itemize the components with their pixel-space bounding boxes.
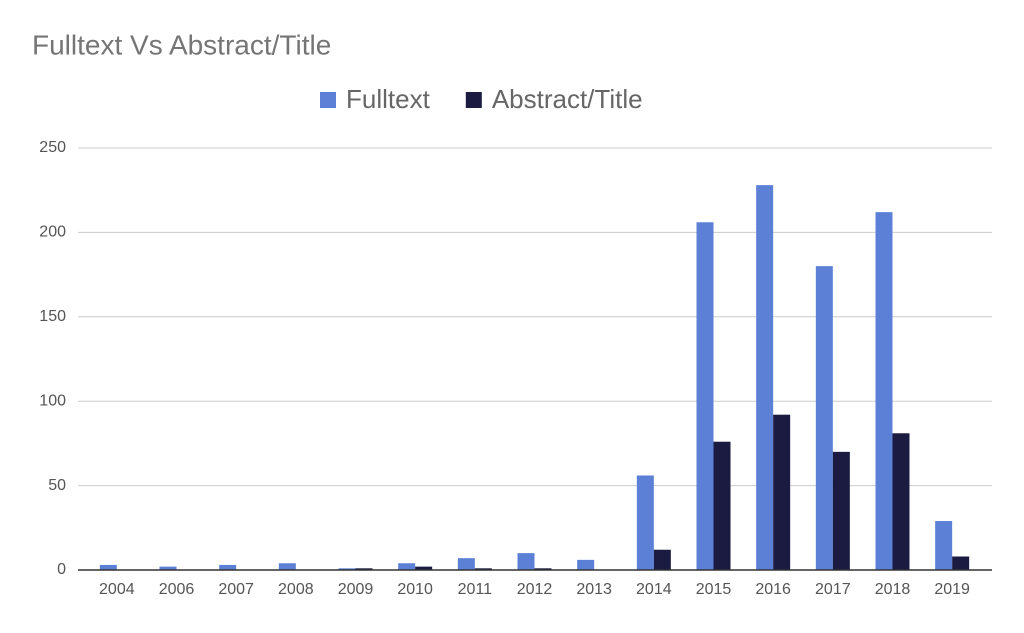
chart-title: Fulltext Vs Abstract/Title xyxy=(32,29,331,60)
x-tick-label: 2007 xyxy=(218,581,254,598)
y-tick-label: 50 xyxy=(48,477,66,494)
x-tick-label: 2019 xyxy=(934,581,970,598)
bar xyxy=(875,212,893,571)
x-tick-label: 2008 xyxy=(278,581,314,598)
bar xyxy=(952,556,970,570)
bar xyxy=(815,266,833,570)
bar xyxy=(534,568,552,570)
bar xyxy=(636,475,654,570)
bar xyxy=(713,441,731,570)
bar xyxy=(577,559,595,570)
bar xyxy=(474,568,492,570)
bar xyxy=(338,568,356,570)
x-tick-label: 2009 xyxy=(338,581,374,598)
bar xyxy=(278,563,296,570)
bar xyxy=(892,433,910,570)
bar xyxy=(398,563,416,570)
x-tick-label: 2016 xyxy=(755,581,791,598)
y-tick-label: 0 xyxy=(57,561,66,578)
bar xyxy=(99,564,117,570)
x-tick-label: 2017 xyxy=(815,581,851,598)
x-tick-label: 2004 xyxy=(99,581,135,598)
bar xyxy=(415,566,433,570)
x-tick-label: 2014 xyxy=(636,581,672,598)
bar xyxy=(355,568,373,570)
bar xyxy=(517,553,535,570)
bar xyxy=(773,414,791,570)
x-tick-label: 2012 xyxy=(517,581,553,598)
legend-swatch xyxy=(465,92,482,108)
legend-label: Abstract/Title xyxy=(492,84,643,114)
legend-swatch xyxy=(320,92,336,108)
bar xyxy=(832,451,850,570)
x-tick-label: 2013 xyxy=(576,581,612,598)
x-tick-label: 2010 xyxy=(397,581,433,598)
bar xyxy=(756,185,774,571)
bar xyxy=(457,558,475,570)
bar xyxy=(653,549,671,570)
x-tick-label: 2011 xyxy=(458,581,493,598)
y-tick-label: 100 xyxy=(39,392,66,409)
x-tick-label: 2015 xyxy=(696,581,732,598)
y-tick-label: 150 xyxy=(39,308,66,325)
bar xyxy=(219,564,237,570)
y-tick-label: 250 xyxy=(39,139,66,156)
bar xyxy=(935,521,953,570)
legend-label: Fulltext xyxy=(346,84,431,114)
bar xyxy=(696,222,714,570)
bar xyxy=(159,566,177,570)
x-tick-label: 2006 xyxy=(159,581,195,598)
y-tick-label: 200 xyxy=(39,224,66,241)
x-tick-label: 2018 xyxy=(875,581,911,598)
